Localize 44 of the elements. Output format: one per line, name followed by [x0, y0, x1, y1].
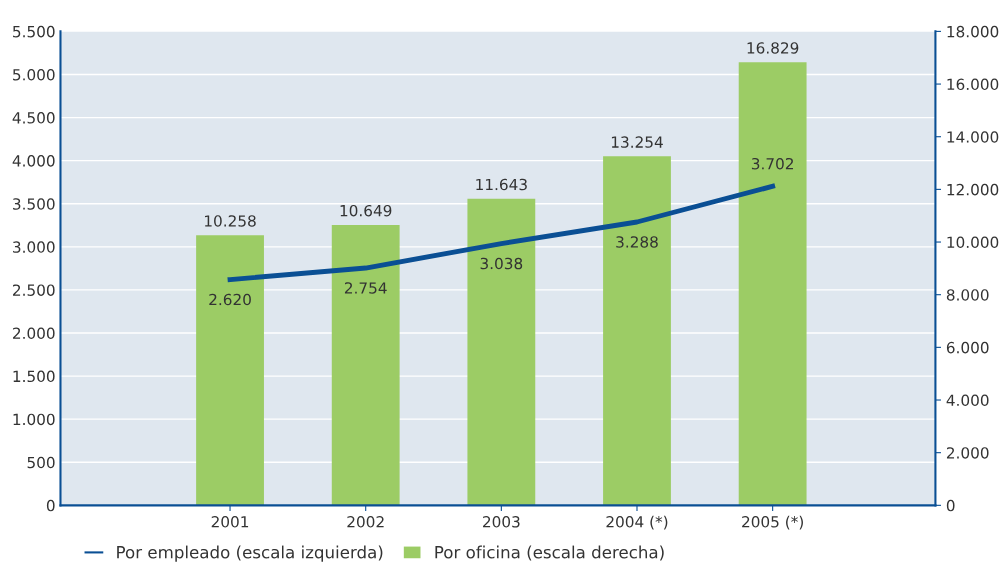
data-label: 2.620: [209, 293, 251, 306]
data-label: 3.038: [480, 257, 523, 270]
y-tick-label: 3.500: [13, 198, 55, 210]
y-tick-label: 4.500: [12, 112, 55, 124]
bar: [331, 224, 400, 506]
y2-tick-label: 0: [946, 499, 955, 512]
y-tick-label: 2.500: [13, 284, 55, 296]
data-label: 11.643: [476, 178, 527, 191]
data-label: 16.829: [747, 42, 799, 54]
y2-tick-label: 14.000: [947, 131, 999, 143]
y-tick-label: 5.000: [13, 68, 55, 81]
y2-tick-label: 10.000: [947, 236, 999, 249]
data-label: 10.649: [340, 204, 392, 217]
legend-label: Por empleado (escala izquierda): [117, 545, 383, 562]
data-label: 10.258: [204, 215, 256, 227]
y2-tick-label: 18.000: [947, 25, 999, 38]
y-tick-label: 5.500: [13, 25, 55, 38]
data-label: 2.754: [344, 282, 387, 294]
y2-tick-label: 6.000: [946, 341, 989, 354]
bar: [196, 235, 264, 506]
data-label: 3.702: [751, 157, 793, 170]
bar: [467, 198, 536, 506]
y2-tick-label: 4.000: [946, 394, 989, 407]
x-tick-label: 2001: [211, 516, 249, 528]
data-label: 13.254: [611, 136, 663, 148]
bar: [738, 62, 807, 506]
y-tick-label: 1.500: [13, 370, 55, 383]
y-tick-label: 1.000: [13, 413, 55, 426]
y2-tick-label: 8.000: [946, 289, 989, 301]
y-tick-label: 4.000: [12, 155, 55, 167]
x-tick-label: 2005 (*): [742, 515, 803, 530]
x-tick-label: 2004 (*): [606, 515, 668, 530]
x-tick-label: 2003: [483, 516, 520, 528]
x-tick-label: 2002: [347, 516, 384, 528]
y-tick-label: 3.000: [13, 241, 55, 253]
y-tick-label: 2.000: [13, 327, 55, 340]
legend-label: Por oficina (escala derecha): [435, 545, 664, 561]
y2-tick-label: 2.000: [946, 447, 989, 459]
y2-tick-label: 12.000: [947, 183, 999, 196]
y-tick-label: 0: [46, 499, 55, 512]
data-label: 3.288: [616, 236, 658, 248]
bar: [603, 156, 671, 506]
y-tick-label: 500: [27, 456, 55, 469]
y2-tick-label: 16.000: [947, 78, 999, 91]
